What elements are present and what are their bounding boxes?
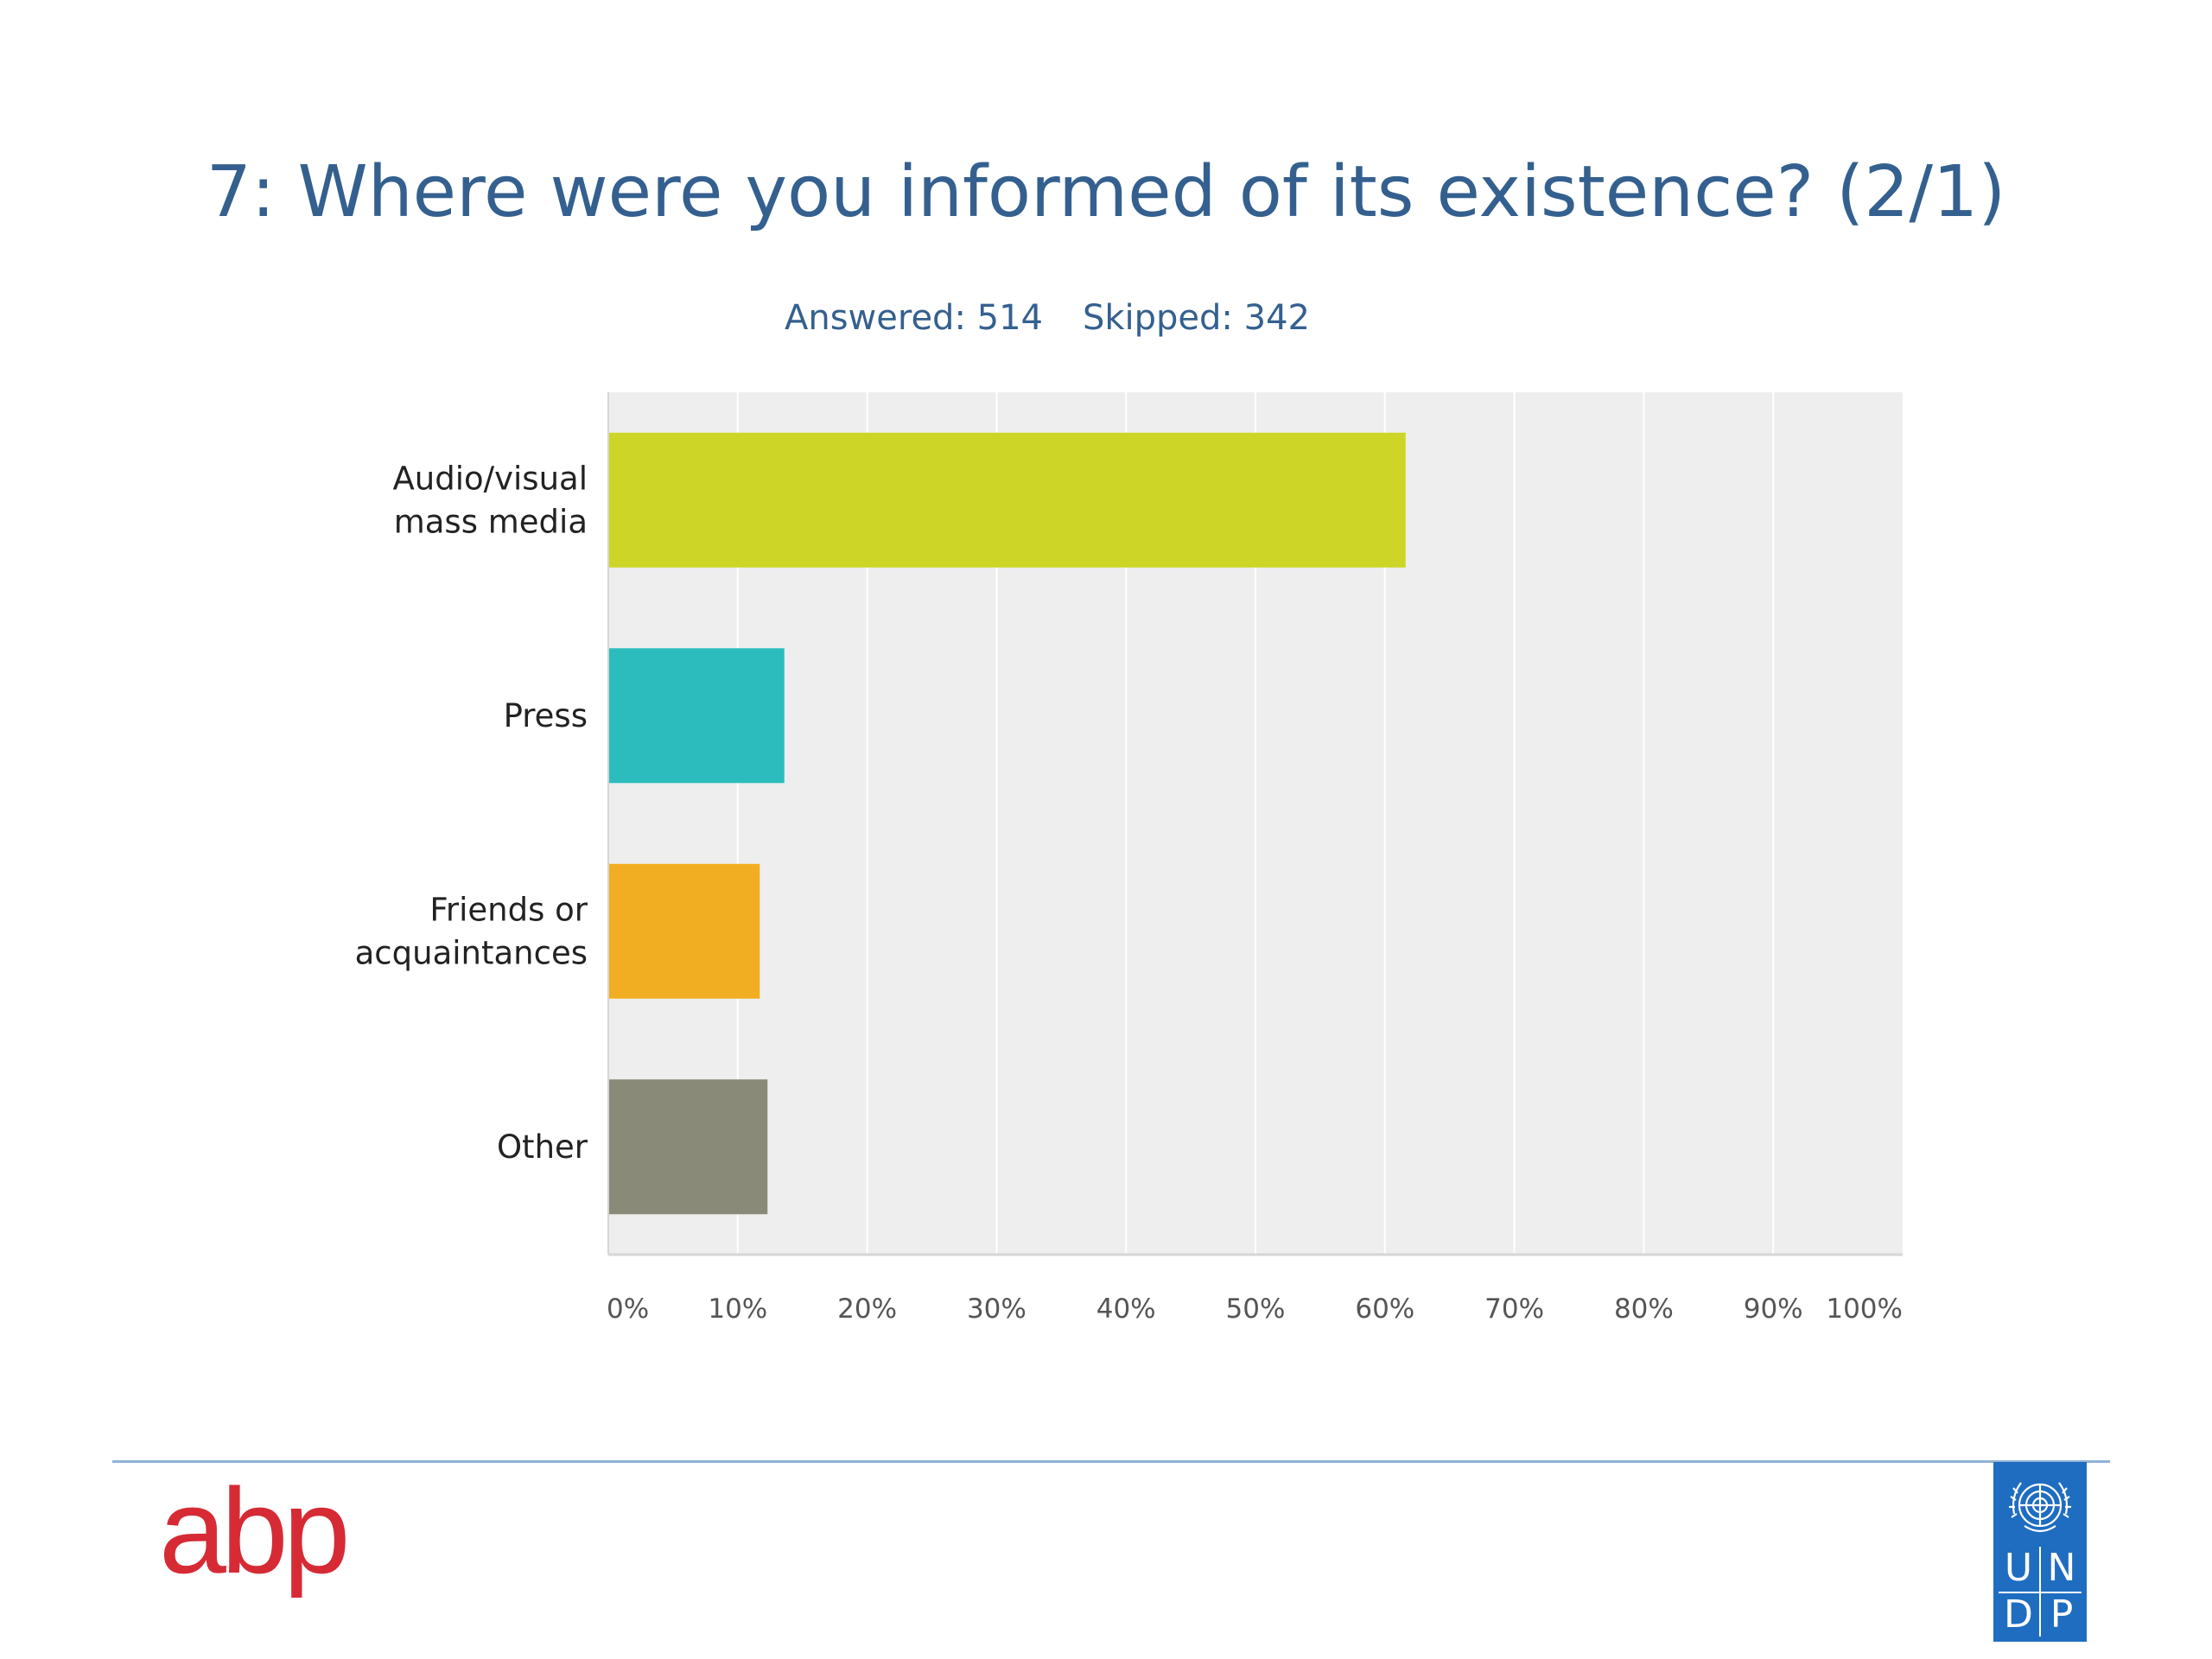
category-label-2-line-1: acquaintances [355, 934, 588, 971]
bar-2 [609, 863, 760, 999]
category-label-1: Press [504, 697, 588, 734]
category-label-0-line-0: Audio/visual [393, 460, 588, 497]
category-label-2-line-0: Friends or [429, 891, 588, 928]
bar-3 [609, 1079, 768, 1215]
skipped-count: Skipped: 342 [1082, 298, 1310, 338]
slide-title: 7: Where were you informed of its existe… [206, 151, 2006, 233]
abp-logo: abp [159, 1463, 351, 1599]
x-tick-label-60: 60% [1355, 1294, 1414, 1325]
x-tick-label-50: 50% [1226, 1294, 1286, 1325]
category-label-0-line-1: mass media [394, 503, 588, 540]
undp-letter-d: D [2004, 1592, 2033, 1637]
bar-chart: Audio/visual mass media Press Friends or acq… [355, 392, 1903, 1325]
x-tick-label-90: 90% [1744, 1294, 1803, 1325]
x-tick-label-80: 80% [1614, 1294, 1674, 1325]
un-emblem-icon [2009, 1482, 2071, 1533]
undp-logo-divider-horizontal [1999, 1592, 2082, 1593]
x-tick-label-10: 10% [708, 1294, 767, 1325]
x-tick-label-70: 70% [1484, 1294, 1544, 1325]
category-label-3: Other [497, 1128, 588, 1166]
undp-letter-n: N [2047, 1546, 2076, 1590]
bar-1 [609, 648, 785, 784]
undp-letter-p: P [2050, 1592, 2074, 1637]
x-tick-label-30: 30% [967, 1294, 1027, 1325]
x-tick-label-100: 100% [1826, 1294, 1903, 1325]
response-stats: Answered: 514 Skipped: 342 [785, 294, 1310, 342]
x-tick-label-40: 40% [1096, 1294, 1156, 1325]
undp-letter-u: U [2004, 1546, 2033, 1590]
x-tick-label-0: 0% [607, 1294, 649, 1325]
answered-count: Answered: 514 [785, 298, 1043, 338]
footer-divider [112, 1460, 2110, 1463]
bar-0 [609, 432, 1406, 568]
undp-logo: U N D P [1993, 1462, 2087, 1642]
x-tick-label-20: 20% [837, 1294, 897, 1325]
